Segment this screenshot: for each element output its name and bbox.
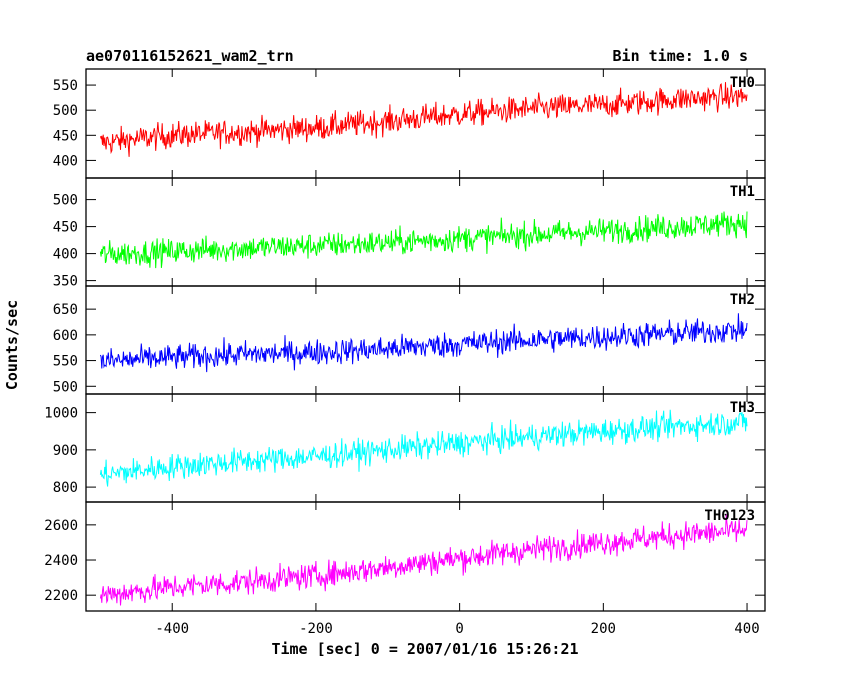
panel-frame xyxy=(85,68,766,179)
y-tick-label: 400 xyxy=(53,153,78,169)
panel-label-th1: TH1 xyxy=(730,184,755,200)
panel-frame xyxy=(85,501,766,612)
y-tick-label: 1000 xyxy=(44,406,78,422)
y-axis-label: Counts/sec xyxy=(3,300,21,390)
y-tick-label: 450 xyxy=(53,220,78,236)
y-tick-label: 2200 xyxy=(44,588,78,604)
series-line-th2 xyxy=(99,313,748,373)
x-tick-label: 400 xyxy=(734,621,759,637)
series-line-th0123 xyxy=(99,514,748,606)
panel-label-th2: TH2 xyxy=(730,292,755,308)
y-tick-label: 550 xyxy=(53,78,78,94)
y-tick-label: 600 xyxy=(53,328,78,344)
series-line-th1 xyxy=(99,211,748,269)
x-tick-label: 0 xyxy=(455,621,463,637)
x-tick-label: 200 xyxy=(591,621,616,637)
panel-frame xyxy=(85,177,766,287)
y-tick-label: 900 xyxy=(53,443,78,459)
series-line-th0 xyxy=(99,82,748,157)
panel-label-th0123: TH0123 xyxy=(704,508,755,524)
y-tick-label: 500 xyxy=(53,103,78,119)
y-tick-label: 450 xyxy=(53,128,78,144)
panel-frame xyxy=(85,285,766,395)
series-line-th3 xyxy=(99,409,748,487)
x-axis-label: Time [sec] 0 = 2007/01/16 15:26:21 xyxy=(271,640,578,658)
y-tick-label: 2400 xyxy=(44,553,78,569)
panel-label-th0: TH0 xyxy=(730,75,755,91)
y-tick-label: 350 xyxy=(53,274,78,290)
y-tick-label: 500 xyxy=(53,193,78,209)
y-tick-label: 650 xyxy=(53,302,78,318)
y-tick-label: 400 xyxy=(53,247,78,263)
y-tick-label: 2600 xyxy=(44,518,78,534)
chart-title: ae070116152621_wam2_trn xyxy=(86,47,294,65)
y-tick-label: 550 xyxy=(53,354,78,370)
panel-frame xyxy=(85,393,766,503)
bin-time-label: Bin time: 1.0 s xyxy=(613,47,748,65)
x-tick-label: -400 xyxy=(155,621,189,637)
panel-label-th3: TH3 xyxy=(730,400,755,416)
y-tick-label: 500 xyxy=(53,379,78,395)
x-tick-label: -200 xyxy=(299,621,333,637)
y-tick-label: 800 xyxy=(53,480,78,496)
